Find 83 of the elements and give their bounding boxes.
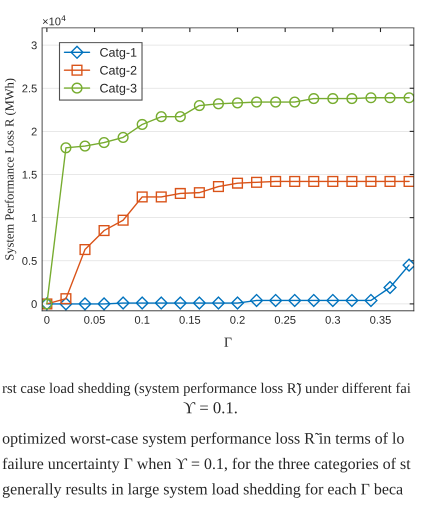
- y-tick-label: 0: [31, 300, 37, 308]
- x-tick-label: 0.05: [84, 316, 105, 324]
- x-tick-label: 0.3: [326, 316, 340, 324]
- point: [230, 296, 244, 310]
- point: [327, 176, 338, 187]
- y-tick-label: 1: [32, 214, 37, 222]
- point: [327, 93, 338, 104]
- point: [288, 294, 302, 308]
- point: [270, 176, 282, 187]
- point: [289, 96, 300, 108]
- point: [346, 93, 358, 104]
- y-tick-label: 2.5: [22, 84, 37, 92]
- point: [174, 188, 186, 200]
- point: [98, 137, 110, 148]
- point: [232, 178, 244, 189]
- point: [78, 297, 92, 310]
- x-tick-label: 0.25: [274, 316, 296, 324]
- point: [308, 176, 320, 187]
- point: [365, 92, 377, 104]
- point: [154, 296, 168, 310]
- point: [192, 296, 206, 310]
- legend-label: Catg-1: [100, 48, 136, 60]
- point: [156, 191, 167, 202]
- y-tick-label: 1.5: [22, 170, 37, 179]
- text: ϒ = 0.1.: [183, 402, 237, 414]
- point: [136, 296, 149, 310]
- point: [251, 96, 262, 108]
- point: [212, 98, 224, 110]
- point: [59, 297, 73, 310]
- point: [250, 294, 264, 308]
- point: [404, 92, 414, 104]
- point: [404, 176, 414, 187]
- point: [270, 96, 282, 108]
- point: [384, 176, 396, 187]
- point: [251, 176, 262, 188]
- point: [174, 111, 186, 122]
- point: [116, 296, 130, 310]
- text: optimized worst-case system performance loss R̃ in terms of lo: [2, 432, 404, 448]
- point: [383, 280, 397, 294]
- point: [118, 214, 129, 226]
- point: [326, 294, 340, 308]
- point: [384, 92, 396, 104]
- point: [174, 296, 187, 310]
- point: [212, 181, 224, 192]
- point: [79, 140, 91, 152]
- point: [364, 294, 378, 308]
- y-tick-label: 2: [32, 128, 37, 136]
- point: [345, 294, 358, 308]
- point: [346, 176, 358, 187]
- point: [156, 111, 167, 122]
- point: [232, 97, 244, 108]
- point: [402, 258, 414, 272]
- point: [194, 100, 205, 112]
- text: failure uncertainty Γ when ϒ = 0.1, for the three categories of st: [2, 458, 411, 472]
- y-tick-label: 3: [31, 41, 37, 50]
- legend-label: Catg-2: [100, 66, 136, 78]
- point: [60, 142, 72, 154]
- x-tick-label: 0.2: [230, 316, 245, 324]
- point: [60, 293, 72, 304]
- x-axis-title: Γ: [224, 338, 232, 347]
- point: [118, 132, 129, 143]
- x-tick-label: 0.35: [370, 316, 391, 324]
- legend-label: Catg-3: [100, 84, 136, 96]
- point: [97, 297, 111, 310]
- point: [98, 225, 110, 236]
- y-tick-label: 0.5: [22, 257, 37, 265]
- x-tick-label: 0.15: [179, 316, 200, 324]
- point: [136, 191, 148, 202]
- text: ×10$^{4}$: [42, 15, 66, 26]
- point: [365, 176, 377, 187]
- y-axis-title: System Performance Loss R (MWh): [4, 78, 16, 260]
- point: [79, 244, 91, 256]
- text: generally results in large system load shedding for each Γ beca: [2, 483, 403, 498]
- point: [269, 294, 282, 308]
- x-tick-label: 0: [44, 316, 50, 324]
- point: [212, 296, 226, 310]
- point: [307, 294, 320, 308]
- point: [194, 187, 205, 198]
- point: [289, 176, 300, 187]
- point: [136, 118, 148, 130]
- point: [308, 93, 320, 104]
- text: rst case load shedding (system performance loss R̃) under different fai: [2, 382, 411, 396]
- x-tick-label: 0.1: [134, 316, 150, 324]
